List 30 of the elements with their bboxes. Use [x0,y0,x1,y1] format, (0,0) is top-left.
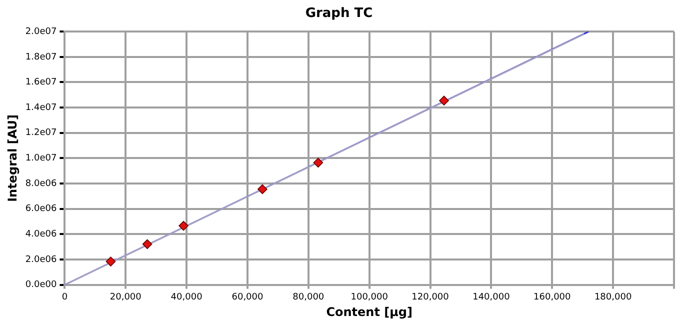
point [258,184,268,194]
x-tick-label: 60,000 [232,292,264,303]
x-tick-label: 140,000 [472,292,510,303]
y-tick-label: 1.8e07 [25,52,57,62]
x-tick-label: 80,000 [292,292,324,303]
chart-title: Graph TC [305,6,373,22]
x-tick-label: 160,000 [534,292,572,303]
y-tick-label: 1.2e07 [25,128,57,138]
x-tick-label: 0 [62,292,68,303]
y-tick-label: 0.0e00 [25,280,57,290]
x-tick-label: 20,000 [110,292,142,303]
y-tick-label: 2.0e06 [25,254,57,265]
point [106,256,116,266]
y-tick-label: 1.0e07 [25,154,57,164]
x-axis-title: Content [µg] [326,304,413,319]
x-tick-label: 180,000 [594,292,632,303]
y-tick-label: 6.0e06 [25,204,57,214]
point [142,239,152,250]
y-tick-label: 4.0e06 [25,230,57,240]
point [439,96,449,106]
point [178,220,188,231]
point [313,158,324,168]
y-tick-label: 1.4e07 [25,102,57,113]
x-tick-label: 40,000 [170,292,203,303]
y-tick-label: 2.0e07 [25,26,57,37]
y-tick-label: 1.6e07 [25,78,57,88]
x-tick-label: 120,000 [412,292,450,303]
y-tick-label: 8.0e06 [25,178,57,189]
y-axis-title: Integral [AU] [5,114,20,202]
x-tick-label: 100,000 [350,292,388,303]
